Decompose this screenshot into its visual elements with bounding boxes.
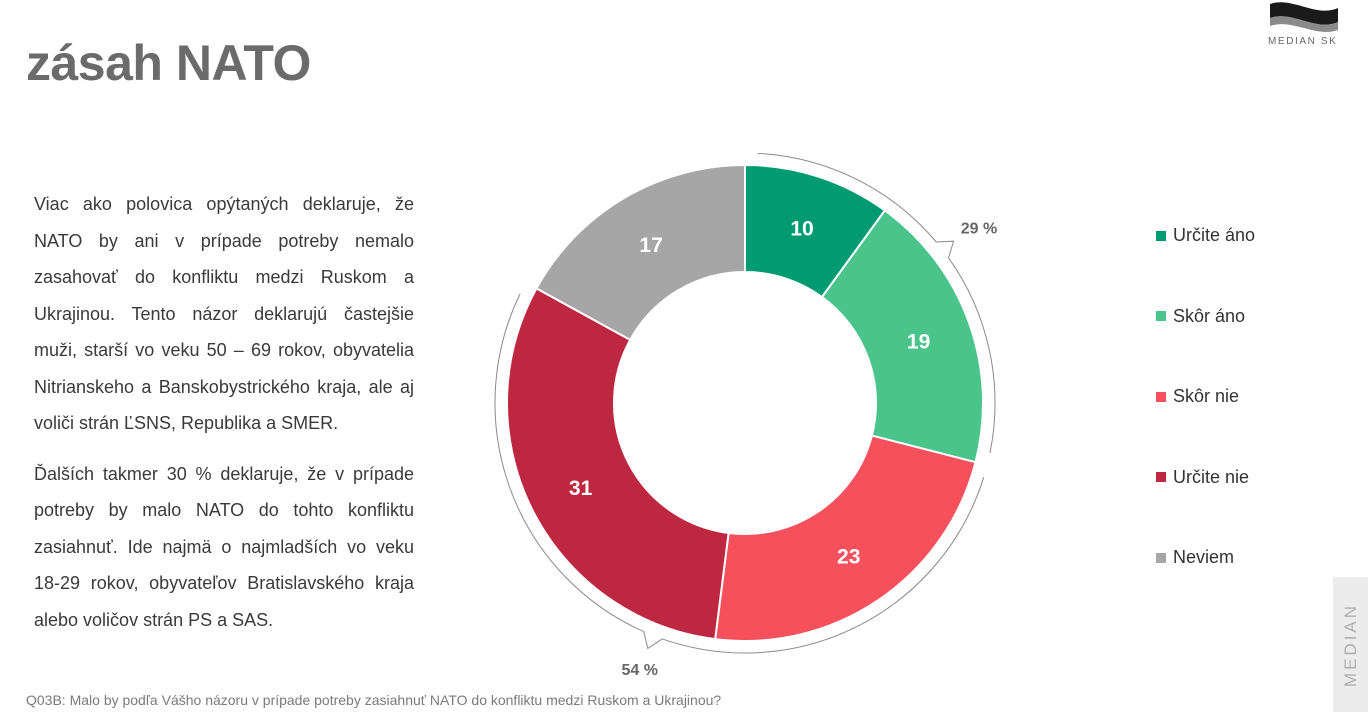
median-logo-icon (1270, 2, 1338, 32)
paragraph-1: Viac ako polovica opýtaných deklaruje, ž… (34, 194, 414, 433)
legend-label-5: Neviem (1173, 547, 1235, 567)
chart-legend: Určite áno Skôr áno Skôr nie Určite nie Nevi… (1156, 222, 1255, 625)
bracket-label-1: 29 % (961, 221, 997, 238)
legend-label-4: Určite nie (1173, 466, 1250, 487)
legend-swatch-5 (1156, 552, 1166, 563)
bracket-2 (494, 293, 985, 654)
legend-swatch-4 (1156, 472, 1166, 482)
slice-value-label-2: 19 (907, 331, 930, 354)
legend-item-2: Skôr áno (1156, 303, 1255, 330)
side-tab-label: MEDIAN (1340, 602, 1360, 687)
legend-item-3: Skôr nie (1156, 383, 1255, 410)
legend-item-1: Určite áno (1156, 222, 1255, 249)
bracket-label-2: 54 % (621, 662, 657, 679)
legend-label-1: Určite áno (1173, 225, 1256, 245)
donut-slice-3 (714, 434, 977, 642)
legend-item-5: Neviem (1156, 544, 1255, 571)
slice-value-label-5: 17 (639, 234, 662, 257)
bracket-1 (757, 152, 996, 454)
legend-swatch-2 (1156, 311, 1166, 321)
slice-value-label-4: 31 (569, 477, 593, 500)
slice-value-label-3: 23 (837, 546, 860, 569)
donut-slice-4 (506, 286, 730, 641)
legend-label-2: Skôr áno (1173, 305, 1246, 326)
donut-chart: 10 19 23 31 17 29 % 54 % (494, 152, 997, 679)
donut-slice-2 (820, 209, 984, 464)
slice-value-label-1: 10 (790, 218, 813, 241)
legend-label-3: Skôr nie (1173, 386, 1240, 406)
side-tab: MEDIAN (1333, 577, 1368, 712)
paragraph-2: Ďalších takmer 30 % deklaruje, že v príp… (34, 463, 414, 630)
page-title: zásah NATO (26, 35, 311, 91)
question-footnote: Q03B: Malo by podľa Vášho názoru v prípa… (26, 692, 722, 708)
legend-swatch-1 (1156, 230, 1166, 241)
legend-swatch-3 (1156, 391, 1166, 402)
donut-slice-5 (535, 163, 746, 342)
description-text: Viac ako polovica opýtaných deklaruje, ž… (34, 186, 414, 638)
logo-text: MEDIAN SK (1268, 36, 1338, 47)
legend-item-4: Určite nie (1156, 464, 1255, 491)
